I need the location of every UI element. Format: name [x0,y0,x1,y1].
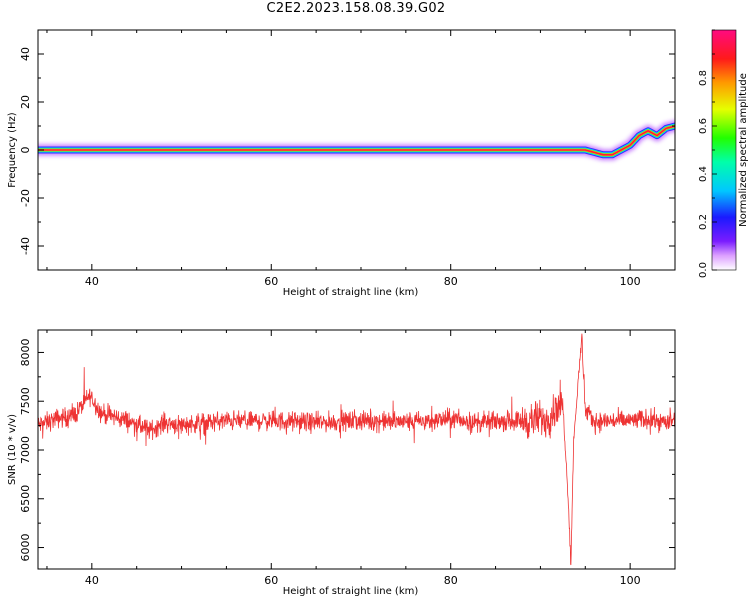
x-tick-label: 40 [85,574,99,587]
y-tick-label: 20 [19,95,32,109]
x-tick-label: 100 [620,574,641,587]
x-tick-label: 80 [444,574,458,587]
y-tick-label: 7500 [19,387,32,415]
colorbar-tick-label: 0.8 [698,70,709,86]
snr-series-line [38,333,675,566]
spectrogram-area [38,118,675,163]
colorbar-bar [711,29,737,271]
colorbar-tick-label: 0.6 [698,118,709,134]
x-axis-label: Height of straight line (km) [283,586,419,597]
y-tick-label: 7000 [19,436,32,464]
y-tick-label: -40 [19,237,32,255]
x-tick-label: 100 [620,275,641,288]
spectral-ridge-band [38,125,675,156]
x-tick-label: 80 [444,275,458,288]
figure-title: C2E2.2023.158.08.39.G02 [266,1,446,16]
snr-panel: 40 60 80 100 6000 6500 7000 7500 8000 Height of s… [7,329,676,597]
y-tick-label: 0 [19,147,32,154]
x-tick-label: 60 [264,574,278,587]
y-axis-label: SNR (10 * v/v) [7,414,18,485]
y-tick-label: -20 [19,189,32,207]
y-tick-label: 8000 [19,338,32,366]
y-tick-label: 6500 [19,485,32,513]
colorbar-tick-label: 0.4 [698,166,709,182]
x-tick-label: 40 [85,275,99,288]
x-axis-label: Height of straight line (km) [283,287,419,298]
y-axis-label: Frequency (Hz) [7,112,18,188]
colorbar-tick-label: 0.0 [698,262,709,278]
colorbar-tick-label: 0.2 [698,214,709,230]
spectrogram-panel: 40 60 80 100 -40 -20 0 20 40 Height of straight l… [7,29,676,298]
x-tick-label: 60 [264,275,278,288]
snr-area [38,333,675,566]
colorbar: 0.0 0.2 0.4 0.6 0.8 Normalized spectral ampli… [698,29,749,278]
y-tick-label: 6000 [19,534,32,562]
colorbar-label: Normalized spectral amplitude [738,73,749,227]
y-tick-label: 40 [19,47,32,61]
